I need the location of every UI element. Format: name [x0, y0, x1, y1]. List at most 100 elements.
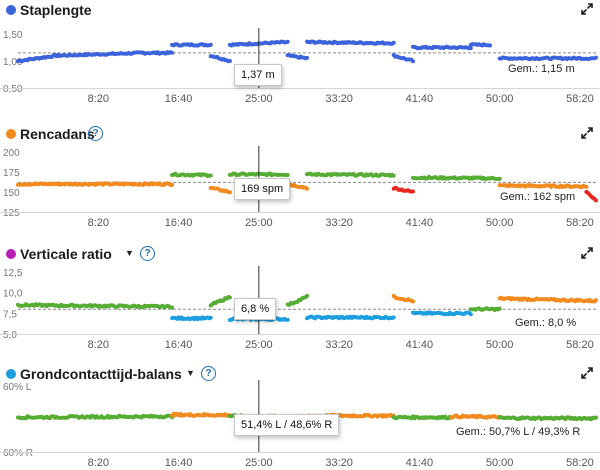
y-tick-label: 60% L: [3, 382, 32, 393]
info-icon[interactable]: ?: [88, 126, 103, 141]
panel-header: Rencadans ?: [0, 124, 600, 146]
x-tick-label: 41:40: [406, 217, 434, 229]
average-label: Gem.: 162 spm: [498, 191, 578, 203]
data-point: [468, 46, 473, 51]
legend-dot: [6, 249, 16, 259]
data-point: [170, 305, 175, 310]
data-point: [305, 186, 309, 191]
panel-title: Grondcontacttijd-balans: [20, 366, 182, 382]
data-point: [305, 55, 309, 60]
x-tick-label: 50:00: [486, 217, 514, 229]
chart-plot[interactable]: 200 175 150 125 8:20 16:40 25:00 33:20 41:40 50:0…: [0, 146, 600, 230]
x-tick-label: 33:20: [325, 93, 353, 105]
data-point: [227, 190, 232, 195]
legend-dot: [6, 129, 16, 139]
x-tick-label: 33:20: [325, 339, 353, 351]
y-tick-label: 175: [3, 168, 20, 179]
legend-dot: [6, 369, 16, 379]
panel-title: Rencadans: [20, 126, 95, 142]
x-tick-label: 8:20: [88, 93, 109, 105]
data-point: [411, 299, 415, 304]
tooltip: 169 spm: [234, 178, 291, 200]
chart-panel-grondcontacttijd-balans: Grondcontacttijd-balans ▼ ? 60% L 60% R 8:…: [0, 364, 600, 470]
average-label: Gem.: 50,7% L / 49,3% R: [454, 426, 583, 438]
x-tick-label: 16:40: [165, 457, 193, 469]
expand-icon[interactable]: [580, 366, 594, 380]
x-tick-label: 33:20: [325, 217, 353, 229]
data-point: [227, 59, 232, 63]
y-tick-label: 200: [3, 148, 20, 159]
tooltip: 6,8 %: [234, 298, 277, 320]
average-label: Gem.: 8,0 %: [513, 317, 579, 329]
x-tick-label: 8:20: [88, 339, 109, 351]
x-tick-label: 8:20: [88, 457, 109, 469]
x-tick-label: 41:40: [406, 339, 434, 351]
data-point: [170, 50, 175, 55]
tooltip: 51,4% L / 48,6% R: [234, 414, 340, 436]
data-point: [208, 42, 213, 47]
x-tick-label: 41:40: [406, 457, 434, 469]
panel-header: Grondcontacttijd-balans ▼ ?: [0, 364, 600, 386]
y-tick-label: 12,5: [3, 268, 23, 279]
expand-icon[interactable]: [580, 2, 594, 16]
average-label: Gem.: 1,15 m: [506, 63, 577, 75]
data-point: [391, 315, 396, 320]
y-tick-label: 5,0: [3, 330, 17, 341]
dropdown-caret-icon[interactable]: ▼: [186, 368, 195, 378]
chart-plot[interactable]: 1,50 1,00 0,50 8:20 16:40 25:00 33:20 41:40 50:0…: [0, 28, 600, 106]
data-point: [208, 315, 213, 320]
data-point: [497, 176, 502, 181]
data-point: [468, 312, 473, 317]
expand-icon[interactable]: [580, 246, 594, 260]
x-tick-label: 25:00: [245, 339, 273, 351]
data-point: [285, 173, 290, 177]
panel-header: Staplengte: [0, 0, 600, 22]
x-tick-label: 25:00: [245, 457, 273, 469]
chart-panel-rencadans: Rencadans ? 200 175 150 125 8:20 16:40 25:00 33…: [0, 124, 600, 234]
chart-panel-staplengte: Staplengte 1,50 1,00 0,50 8:20 16:40 25:00 33:…: [0, 0, 600, 110]
chart-plot[interactable]: 12,5 10,0 7,5 5,0 8:20 16:40 25:00 33:20 41:40 50…: [0, 266, 600, 352]
x-tick-label: 16:40: [165, 339, 193, 351]
chart-panel-verticale-ratio: Verticale ratio ▼ ? 12,5 10,0 7,5 5,0 8:20 16…: [0, 244, 600, 356]
x-tick-label: 16:40: [165, 217, 193, 229]
data-point: [285, 39, 290, 44]
y-tick-label: 0,50: [3, 84, 23, 95]
data-point: [488, 43, 492, 48]
x-tick-label: 8:20: [88, 217, 109, 229]
dropdown-caret-icon[interactable]: ▼: [125, 248, 134, 258]
data-point: [391, 173, 396, 178]
x-tick-label: 33:20: [325, 457, 353, 469]
data-point: [594, 198, 598, 203]
data-point: [391, 40, 396, 45]
x-tick-label: 58:20: [566, 217, 594, 229]
data-point: [594, 298, 598, 303]
y-tick-label: 125: [3, 208, 20, 219]
x-tick-label: 58:20: [566, 339, 594, 351]
panel-header: Verticale ratio ▼ ?: [0, 244, 600, 266]
panel-title: Staplengte: [20, 2, 92, 18]
y-tick-label: 150: [3, 188, 20, 199]
info-icon[interactable]: ?: [201, 366, 216, 381]
x-tick-label: 16:40: [165, 93, 193, 105]
legend-dot: [6, 5, 16, 15]
data-point: [594, 55, 598, 60]
panel-title: Verticale ratio: [20, 246, 112, 262]
data-point: [170, 182, 175, 187]
y-tick-label: 10,0: [3, 289, 23, 300]
x-tick-label: 50:00: [486, 457, 514, 469]
data-point: [411, 189, 415, 194]
data-point: [208, 173, 213, 178]
y-tick-label: 60% R: [3, 448, 33, 459]
y-tick-label: 1,50: [3, 30, 23, 41]
x-tick-label: 25:00: [245, 93, 273, 105]
data-point: [411, 59, 415, 64]
expand-icon[interactable]: [580, 126, 594, 140]
data-point: [305, 293, 309, 298]
data-point: [285, 317, 290, 322]
x-tick-label: 25:00: [245, 217, 273, 229]
tooltip: 1,37 m: [234, 64, 282, 86]
y-tick-label: 1,00: [3, 57, 23, 68]
info-icon[interactable]: ?: [140, 246, 155, 261]
x-tick-label: 58:20: [566, 457, 594, 469]
y-tick-label: 7,5: [3, 309, 17, 320]
